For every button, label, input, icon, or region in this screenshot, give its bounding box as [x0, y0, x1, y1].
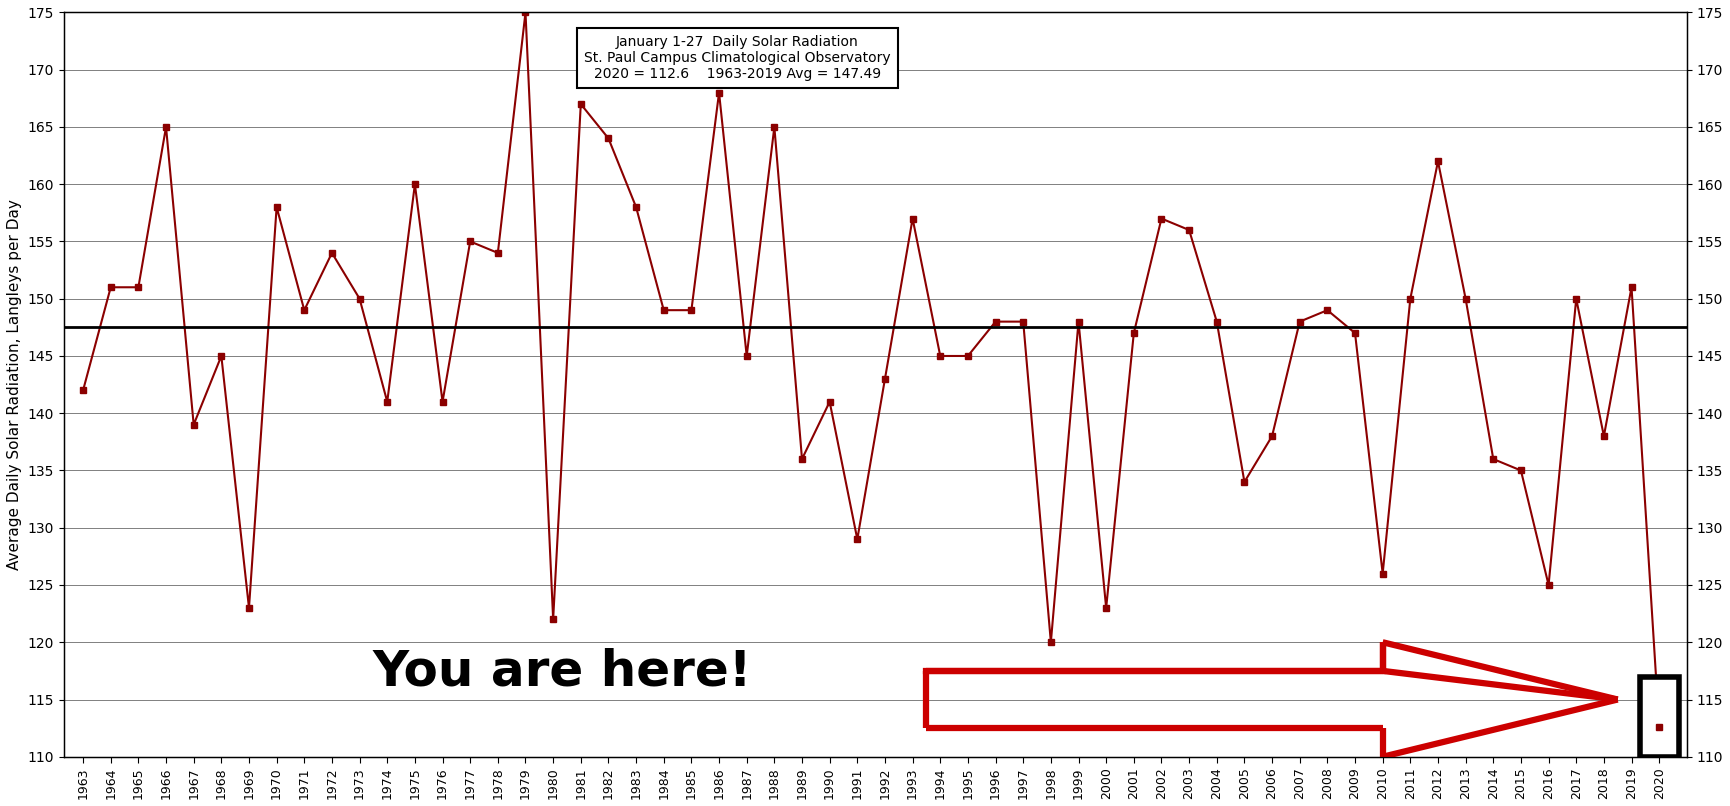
Text: You are here!: You are here!: [372, 647, 751, 695]
Y-axis label: Average Daily Solar Radiation, Langleys per Day: Average Daily Solar Radiation, Langleys …: [7, 199, 22, 570]
Text: January 1-27  Daily Solar Radiation
St. Paul Campus Climatological Observatory
2: January 1-27 Daily Solar Radiation St. P…: [585, 35, 891, 81]
Bar: [1640, 676, 1678, 757]
